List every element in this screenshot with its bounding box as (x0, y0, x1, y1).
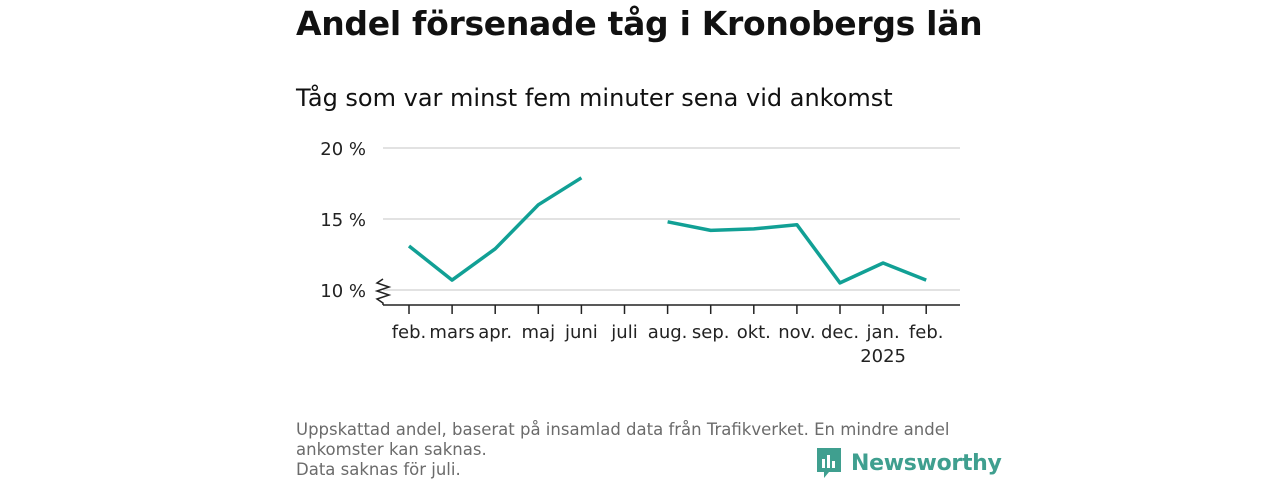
footer-notes: Uppskattad andel, baserat på insamlad da… (296, 420, 996, 480)
x-tick-label-1: mars (429, 322, 474, 343)
series-line-segment-0 (407, 176, 583, 282)
footer-note-july: Data saknas för juli. (296, 460, 461, 479)
y-tick-label-20: 20 % (320, 139, 366, 160)
x-tick-label-3: maj (522, 322, 556, 343)
brand-logo: Newsworthy (815, 446, 1002, 480)
x-tick-sublabel-11: 2025 (860, 346, 906, 367)
x-tick-label-11: jan. (866, 322, 900, 343)
chart-title: Andel försenade tåg i Kronobergs län (296, 4, 983, 43)
x-tick-label-7: sep. (692, 322, 730, 343)
brand-name: Newsworthy (851, 450, 1002, 476)
series-line-segment-1 (667, 220, 927, 285)
x-tick-label-4: juni (564, 322, 598, 343)
x-tick-label-10: dec. (821, 322, 859, 343)
y-tick-label-15: 15 % (320, 210, 366, 231)
y-tick-label-10: 10 % (320, 281, 366, 302)
axis-break-mark (374, 278, 392, 305)
x-tick-label-2: apr. (478, 322, 512, 343)
x-tick-label-8: okt. (737, 322, 771, 343)
footer-note-source: Uppskattad andel, baserat på insamlad da… (296, 420, 950, 439)
x-tick-label-5: juli (610, 322, 637, 343)
chart-subtitle: Tåg som var minst fem minuter sena vid a… (296, 84, 893, 112)
footer-note-missing: ankomster kan saknas. (296, 440, 487, 459)
x-tick-label-12: feb. (909, 322, 944, 343)
x-tick-label-9: nov. (778, 322, 815, 343)
x-tick-label-0: feb. (392, 322, 427, 343)
x-tick-label-6: aug. (648, 322, 688, 343)
newsworthy-logo-icon (817, 448, 841, 478)
